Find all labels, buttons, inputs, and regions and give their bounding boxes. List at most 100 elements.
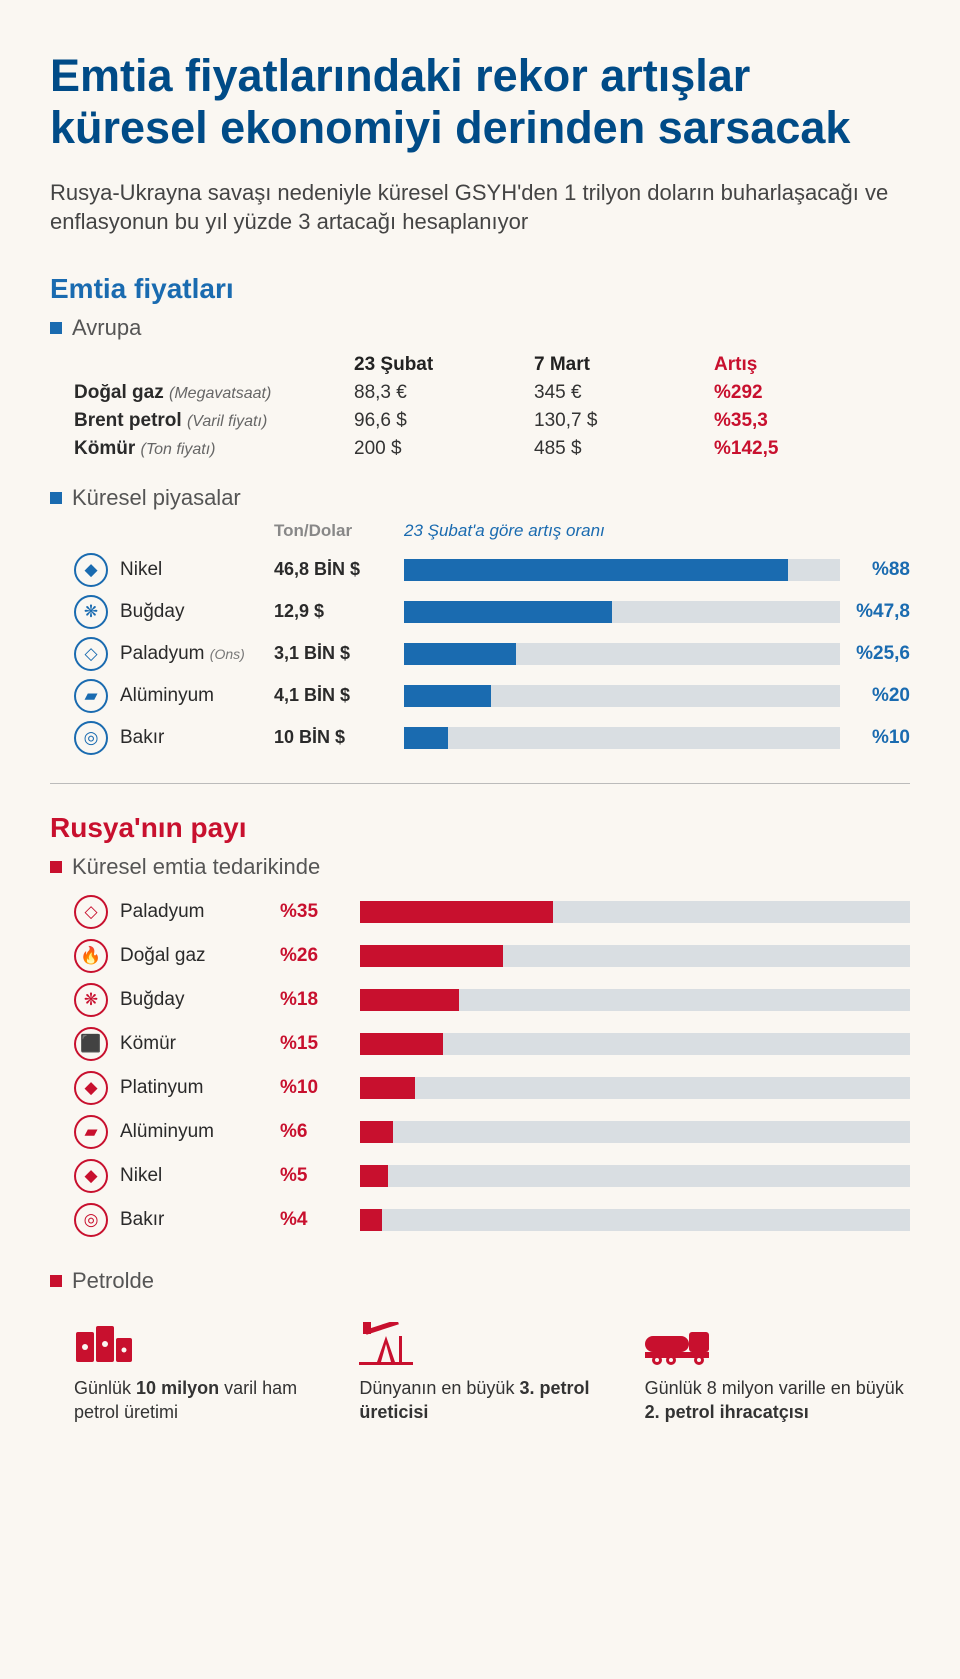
chart-row: ▰Alüminyum4,1 BİN $%20	[50, 675, 910, 717]
chart-row: ◇Paladyum (Ons)3,1 BİN $%25,6	[50, 633, 910, 675]
commodity-price: 4,1 BİN $	[274, 685, 404, 706]
commodity-icon: ◆	[74, 553, 108, 587]
chart-row: ◎Bakır10 BİN $%10	[50, 717, 910, 759]
bar-fill	[360, 901, 553, 923]
bar-track	[360, 1209, 910, 1231]
value-increase: %292	[714, 382, 910, 404]
commodity-unit: (Varil fiyatı)	[187, 413, 267, 430]
col-price-label: Ton/Dolar	[274, 521, 404, 541]
chart-row: 🔥 Doğal gaz%26	[50, 934, 910, 978]
commodity-icon: 🔥	[74, 939, 108, 973]
petrol-fact-text: Günlük 8 milyon varille en büyük 2. petr…	[645, 1376, 910, 1425]
bar-track	[360, 989, 910, 1011]
bar-fill	[360, 1033, 443, 1055]
commodity-icon: ◇	[74, 637, 108, 671]
commodity-name: Brent petrol	[74, 410, 182, 431]
commodity-icon: ❋	[74, 983, 108, 1017]
bar-fill	[360, 945, 503, 967]
chart-row: ▰Alüminyum%6	[50, 1110, 910, 1154]
value-date1: 200 $	[354, 438, 534, 460]
commodity-price: 12,9 $	[274, 601, 404, 622]
square-marker-icon	[50, 861, 62, 873]
petrol-fact: Dünyanın en büyük 3. petrol üreticisi	[359, 1318, 624, 1425]
bar-fill	[404, 727, 448, 749]
col-date2: 7 Mart	[534, 354, 714, 376]
percent-label: %6	[280, 1121, 360, 1143]
percent-label: %35	[280, 901, 360, 923]
chart-row: ◇Paladyum%35	[50, 890, 910, 934]
europe-table-header: 23 Şubat 7 Mart Artış	[50, 351, 910, 379]
bar-fill	[404, 601, 612, 623]
section-divider	[50, 783, 910, 784]
bar-track	[404, 727, 840, 749]
barrels-icon	[74, 1318, 339, 1366]
chart-row: ❋ Buğday12,9 $ %47,8	[50, 591, 910, 633]
commodity-name: Platinyum	[120, 1077, 280, 1099]
subsection-petrol-label: Petrolde	[72, 1268, 154, 1294]
square-marker-icon	[50, 322, 62, 334]
commodity-name: Nikel	[120, 1165, 280, 1187]
section-russia-share: Rusya'nın payı	[50, 812, 910, 844]
commodity-name: Paladyum	[120, 901, 280, 923]
value-increase: %35,3	[714, 410, 910, 432]
chart-row: ❋Buğday%18	[50, 978, 910, 1022]
subsection-supply-label: Küresel emtia tedarikinde	[72, 854, 320, 880]
bar-track	[404, 559, 840, 581]
value-date2: 345 €	[534, 382, 714, 404]
value-date2: 130,7 $	[534, 410, 714, 432]
commodity-icon: ◎	[74, 1203, 108, 1237]
bar-fill	[360, 1121, 393, 1143]
global-markets-header: Ton/Dolar 23 Şubat'a göre artış oranı	[50, 521, 910, 541]
bar-track	[360, 1077, 910, 1099]
commodity-name: Doğal gaz	[120, 945, 280, 967]
percent-label: %20	[840, 685, 910, 707]
bar-track	[404, 601, 840, 623]
bar-fill	[404, 559, 788, 581]
square-marker-icon	[50, 492, 62, 504]
bar-fill	[360, 1209, 382, 1231]
commodity-icon: ◆	[74, 1071, 108, 1105]
petrol-fact-text: Dünyanın en büyük 3. petrol üreticisi	[359, 1376, 624, 1425]
petrol-fact: Günlük 10 milyon varil ham petrol üretim…	[74, 1318, 339, 1425]
value-date2: 485 $	[534, 438, 714, 460]
percent-label: %26	[280, 945, 360, 967]
petrol-fact-text: Günlük 10 milyon varil ham petrol üretim…	[74, 1376, 339, 1425]
bar-track	[360, 901, 910, 923]
petrol-fact: Günlük 8 milyon varille en büyük 2. petr…	[645, 1318, 910, 1425]
col-date1: 23 Şubat	[354, 354, 534, 376]
commodity-name: Nikel	[120, 559, 274, 581]
bar-track	[404, 685, 840, 707]
percent-label: %10	[840, 727, 910, 749]
commodity-name: Kömür	[120, 1033, 280, 1055]
value-increase: %142,5	[714, 438, 910, 460]
commodity-name: Kömür	[74, 438, 135, 459]
petrol-facts-grid: Günlük 10 milyon varil ham petrol üretim…	[50, 1304, 910, 1425]
commodity-price: 10 BİN $	[274, 727, 404, 748]
commodity-name: Buğday	[120, 601, 274, 623]
subsection-europe-label: Avrupa	[72, 315, 141, 341]
bar-fill	[360, 1077, 415, 1099]
commodity-name: Bakır	[120, 1209, 280, 1231]
table-row: Kömür (Ton fiyatı) 200 $485 $%142,5	[50, 435, 910, 463]
page-subtitle: Rusya-Ukrayna savaşı nedeniyle küresel G…	[50, 178, 910, 237]
global-markets-chart: ◆Nikel46,8 BİN $%88❋Buğday12,9 $%47,8◇Pa…	[50, 549, 910, 759]
commodity-icon: ▰	[74, 1115, 108, 1149]
subsection-europe: Avrupa	[50, 315, 910, 341]
commodity-icon: ▰	[74, 679, 108, 713]
commodity-price: 3,1 BİN $	[274, 643, 404, 664]
percent-label: %47,8	[840, 601, 910, 623]
percent-label: %10	[280, 1077, 360, 1099]
col-bar-label: 23 Şubat'a göre artış oranı	[404, 521, 910, 541]
commodity-name: Bakır	[120, 727, 274, 749]
bar-fill	[404, 685, 491, 707]
bar-track	[360, 1165, 910, 1187]
commodity-unit: (Ton fiyatı)	[141, 441, 216, 458]
pumpjack-icon	[359, 1318, 624, 1366]
subsection-supply: Küresel emtia tedarikinde	[50, 854, 910, 880]
commodity-icon: ❋	[74, 595, 108, 629]
chart-row: ◎Bakır%4	[50, 1198, 910, 1242]
commodity-unit: (Megavatsaat)	[169, 385, 271, 402]
subsection-global-label: Küresel piyasalar	[72, 485, 241, 511]
subsection-petrol: Petrolde	[50, 1268, 910, 1294]
tanker-icon	[645, 1318, 910, 1366]
